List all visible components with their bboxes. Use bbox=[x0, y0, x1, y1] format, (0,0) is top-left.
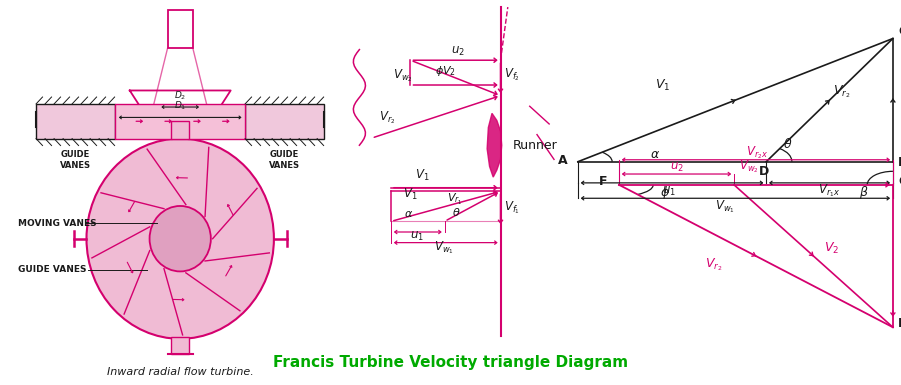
Bar bbox=[171, 337, 189, 354]
Text: GUIDE
VANES: GUIDE VANES bbox=[269, 150, 300, 169]
Text: $\phi$: $\phi$ bbox=[660, 184, 670, 201]
Text: $\beta$: $\beta$ bbox=[859, 184, 869, 201]
Text: $V_{f_2}$: $V_{f_2}$ bbox=[505, 67, 520, 84]
Text: $D_2$: $D_2$ bbox=[174, 90, 187, 102]
Text: $\phi V_2$: $\phi V_2$ bbox=[435, 64, 456, 79]
Text: $V_{f_1}$: $V_{f_1}$ bbox=[505, 200, 520, 216]
Bar bbox=[171, 121, 189, 139]
Text: E: E bbox=[898, 317, 901, 330]
Text: $V_{w_1}$: $V_{w_1}$ bbox=[433, 239, 453, 256]
Text: $V_{w_2}$: $V_{w_2}$ bbox=[394, 68, 414, 84]
Text: $\alpha$: $\alpha$ bbox=[405, 209, 414, 219]
Bar bbox=[168, 10, 193, 48]
Text: Inward radial flow turbine.: Inward radial flow turbine. bbox=[107, 367, 253, 377]
Bar bbox=[115, 104, 245, 139]
Text: $u_1$: $u_1$ bbox=[411, 230, 424, 243]
Text: MOVING VANES: MOVING VANES bbox=[18, 219, 96, 228]
Text: D: D bbox=[760, 165, 769, 178]
Text: G: G bbox=[898, 175, 901, 188]
Text: $V_{r_1}$: $V_{r_1}$ bbox=[447, 192, 463, 207]
Text: $V_{w_1}$: $V_{w_1}$ bbox=[715, 198, 735, 214]
Text: $V_{w_2}$: $V_{w_2}$ bbox=[739, 158, 759, 175]
Polygon shape bbox=[487, 113, 502, 177]
Text: $V_{r_2x}$: $V_{r_2x}$ bbox=[746, 144, 768, 161]
Bar bbox=[245, 104, 324, 139]
Text: $V_{r_2}$: $V_{r_2}$ bbox=[833, 83, 851, 100]
Text: $u_2$: $u_2$ bbox=[669, 161, 684, 174]
Text: $\theta$: $\theta$ bbox=[783, 137, 793, 151]
Text: $\alpha$: $\alpha$ bbox=[650, 148, 660, 161]
Text: $u_2$: $u_2$ bbox=[450, 45, 465, 58]
Text: $u_1$: $u_1$ bbox=[661, 185, 676, 198]
Text: GUIDE
VANES: GUIDE VANES bbox=[60, 150, 91, 169]
Text: $D_1$: $D_1$ bbox=[174, 100, 187, 112]
Bar bbox=[36, 104, 115, 139]
Text: $V_{f_2}$: $V_{f_2}$ bbox=[900, 245, 901, 261]
Text: B: B bbox=[898, 156, 901, 169]
Text: GUIDE VANES: GUIDE VANES bbox=[18, 265, 86, 274]
Circle shape bbox=[86, 139, 274, 339]
Text: $V_1$: $V_1$ bbox=[404, 187, 418, 203]
Text: $V_{r_2}$: $V_{r_2}$ bbox=[378, 109, 396, 126]
Text: Runner: Runner bbox=[513, 139, 558, 152]
Circle shape bbox=[150, 206, 211, 271]
Text: Francis Turbine Velocity triangle Diagram: Francis Turbine Velocity triangle Diagra… bbox=[273, 355, 628, 370]
Text: A: A bbox=[558, 154, 568, 167]
Text: $V_{f_1}$: $V_{f_1}$ bbox=[900, 89, 901, 105]
Text: C: C bbox=[898, 25, 901, 38]
Text: $V_1$: $V_1$ bbox=[655, 77, 670, 93]
Text: $V_2$: $V_2$ bbox=[824, 241, 839, 256]
Text: F: F bbox=[598, 175, 607, 188]
Text: $V_1$: $V_1$ bbox=[415, 168, 430, 183]
Text: $V_{r_1x}$: $V_{r_1x}$ bbox=[818, 182, 841, 199]
Text: $V_{r_2}$: $V_{r_2}$ bbox=[705, 256, 722, 273]
Text: $\theta$: $\theta$ bbox=[451, 206, 460, 218]
